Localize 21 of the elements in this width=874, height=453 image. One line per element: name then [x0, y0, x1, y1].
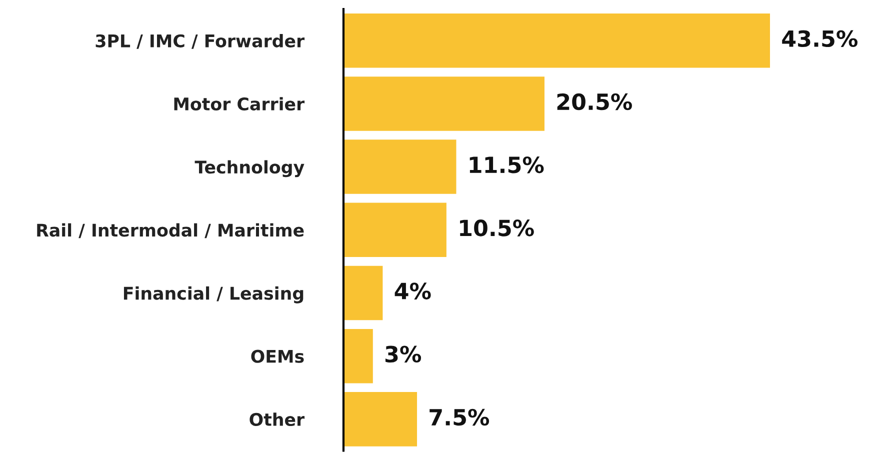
- bar: [343, 202, 446, 258]
- data-label: 7.5%: [430, 408, 490, 426]
- bar: [343, 13, 770, 68]
- bar: [343, 140, 456, 194]
- bar: [343, 76, 544, 131]
- bar: [343, 392, 418, 446]
- y-tick-label: Motor Carrier: [174, 97, 305, 111]
- y-tick-label: 3PL / IMC / Forwarder: [96, 34, 305, 49]
- y-tick-label: Other: [250, 412, 305, 426]
- data-label: 11.5%: [470, 156, 544, 174]
- bar: [343, 328, 373, 384]
- y-tick-label: Rail / Intermodal / Maritime: [37, 223, 304, 238]
- data-label: 43.5%: [782, 30, 858, 48]
- data-label: 3%: [385, 346, 422, 363]
- y-tick-label: OEMs: [251, 350, 304, 363]
- data-label: 10.5%: [460, 220, 534, 236]
- data-label: 20.5%: [557, 93, 632, 110]
- y-tick-label: Financial / Leasing: [124, 286, 304, 304]
- y-tick-label: Technology: [194, 160, 304, 178]
- data-label: 4%: [394, 282, 431, 300]
- bar: [343, 266, 383, 320]
